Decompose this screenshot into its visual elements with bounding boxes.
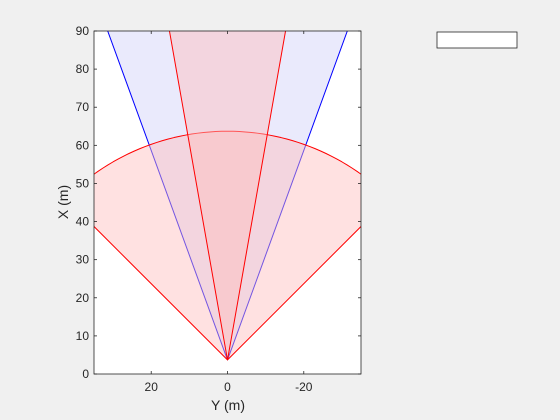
- y-tick-label: 50: [76, 176, 90, 190]
- x-axis-label: Y (m): [211, 397, 245, 413]
- sector-2: [94, 130, 361, 361]
- legend-box: [436, 31, 518, 49]
- y-tick-label: 10: [76, 329, 90, 343]
- sector-layer: [94, 31, 361, 361]
- y-tick-label: 80: [76, 62, 90, 76]
- y-tick-label: 70: [76, 100, 90, 114]
- sector-1: [107, 31, 348, 361]
- y-tick-label: 20: [76, 291, 90, 305]
- sector-3: [168, 31, 287, 361]
- y-tick-label: 30: [76, 253, 90, 267]
- x-tick-label: 20: [145, 380, 159, 394]
- x-tick-label: -20: [295, 380, 313, 394]
- y-axis-label: X (m): [55, 185, 71, 219]
- y-tick-label: 40: [76, 215, 90, 229]
- y-tick-label: 0: [82, 367, 89, 381]
- tick-layer: 0 10 20 30 40 50 60 70 80 90 20 0 -20: [76, 24, 361, 394]
- y-tick-label: 60: [76, 138, 90, 152]
- y-tick-label: 90: [76, 24, 90, 38]
- x-tick-label: 0: [224, 380, 231, 394]
